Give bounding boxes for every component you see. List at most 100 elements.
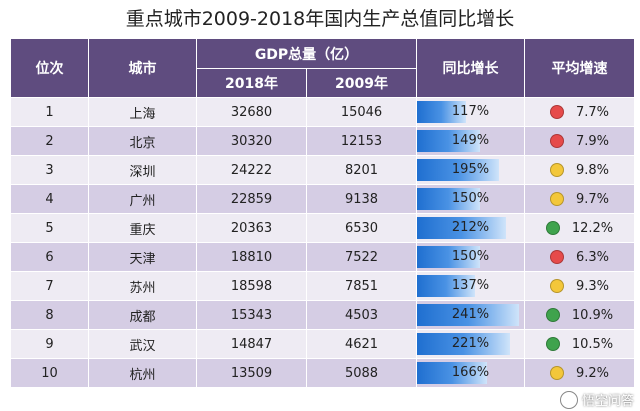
status-dot-icon	[549, 163, 564, 177]
growth-bar	[417, 188, 481, 210]
gdp-table: 位次 城市 GDP总量（亿） 同比增长 平均增速 2018年 2009年 1 上海…	[10, 38, 635, 388]
cell-growth: 221%	[416, 329, 525, 359]
growth-label: 150%	[451, 191, 490, 206]
header-rank: 位次	[10, 38, 89, 98]
growth-bar-track: 149%	[417, 130, 524, 152]
cell-growth: 241%	[416, 300, 525, 330]
cell-rank: 8	[10, 300, 89, 330]
growth-bar	[417, 217, 507, 239]
growth-bar	[417, 101, 467, 123]
growth-bar-track: 195%	[417, 159, 524, 181]
cell-avg: 10.9%	[524, 300, 635, 330]
table-row: 3 深圳 24222 8201 195% 9.8%	[10, 155, 635, 185]
cell-gdp-2009: 8201	[306, 155, 417, 185]
cell-rank: 9	[10, 329, 89, 359]
cell-rank: 3	[10, 155, 89, 185]
table-row: 4 广州 22859 9138 150% 9.7%	[10, 184, 635, 214]
cell-growth: 149%	[416, 126, 525, 156]
status-dot-icon	[549, 366, 564, 380]
table-row: 10 杭州 13509 5088 166% 9.2%	[10, 358, 635, 388]
growth-bar-track: 221%	[417, 333, 524, 355]
watermark-text: 悟空问答	[581, 394, 634, 409]
avg-value: 7.7%	[575, 104, 610, 120]
cell-city: 武汉	[88, 329, 197, 359]
growth-label: 137%	[451, 278, 490, 293]
growth-label: 150%	[451, 249, 490, 264]
avg-value: 9.8%	[575, 162, 610, 178]
growth-bar-track: 212%	[417, 217, 524, 239]
cell-city: 上海	[88, 97, 197, 127]
cell-avg: 12.2%	[524, 213, 635, 243]
header-growth: 同比增长	[416, 38, 525, 98]
growth-bar-track: 166%	[417, 362, 524, 384]
growth-label: 166%	[451, 365, 490, 380]
header-gdp-group: GDP总量（亿）	[196, 38, 417, 69]
table-row: 1 上海 32680 15046 117% 7.7%	[10, 97, 635, 127]
cell-gdp-2018: 18810	[196, 242, 307, 272]
header-2018: 2018年	[196, 68, 307, 98]
status-dot-icon	[549, 105, 564, 119]
cell-growth: 166%	[416, 358, 525, 388]
status-dot-icon	[545, 308, 560, 322]
cell-avg: 9.3%	[524, 271, 635, 301]
growth-label: 212%	[451, 220, 490, 235]
table-body: 1 上海 32680 15046 117% 7.7% 2 北京 30320 12153 149% 7.…	[10, 97, 635, 388]
status-dot-icon	[549, 250, 564, 264]
cell-rank: 6	[10, 242, 89, 272]
status-dot-icon	[549, 134, 564, 148]
growth-bar	[417, 246, 481, 268]
growth-bar	[417, 275, 475, 297]
cell-gdp-2018: 18598	[196, 271, 307, 301]
cell-avg: 9.2%	[524, 358, 635, 388]
growth-label: 195%	[451, 162, 490, 177]
growth-label: 149%	[451, 133, 490, 148]
cell-city: 重庆	[88, 213, 197, 243]
wukong-logo-icon	[559, 390, 578, 409]
cell-rank: 7	[10, 271, 89, 301]
cell-gdp-2018: 24222	[196, 155, 307, 185]
cell-city: 成都	[88, 300, 197, 330]
status-dot-icon	[545, 221, 560, 235]
growth-bar	[417, 130, 480, 152]
growth-bar-track: 241%	[417, 304, 524, 326]
cell-rank: 2	[10, 126, 89, 156]
status-dot-icon	[545, 337, 560, 351]
avg-value: 9.3%	[575, 278, 610, 294]
cell-growth: 195%	[416, 155, 525, 185]
cell-growth: 150%	[416, 242, 525, 272]
avg-value: 9.2%	[575, 365, 610, 381]
cell-gdp-2018: 14847	[196, 329, 307, 359]
avg-value: 6.3%	[575, 249, 610, 265]
avg-value: 7.9%	[575, 133, 610, 149]
growth-bar-track: 150%	[417, 188, 524, 210]
cell-gdp-2009: 9138	[306, 184, 417, 214]
cell-city: 广州	[88, 184, 197, 214]
table-row: 8 成都 15343 4503 241% 10.9%	[10, 300, 635, 330]
cell-growth: 117%	[416, 97, 525, 127]
growth-bar	[417, 333, 511, 355]
avg-value: 12.2%	[571, 220, 614, 236]
table-row: 6 天津 18810 7522 150% 6.3%	[10, 242, 635, 272]
watermark: 悟空问答	[559, 390, 634, 409]
growth-bar-track: 117%	[417, 101, 524, 123]
cell-rank: 1	[10, 97, 89, 127]
cell-growth: 150%	[416, 184, 525, 214]
cell-gdp-2009: 7851	[306, 271, 417, 301]
avg-value: 10.5%	[571, 336, 614, 352]
growth-bar-track: 137%	[417, 275, 524, 297]
table-row: 7 苏州 18598 7851 137% 9.3%	[10, 271, 635, 301]
avg-value: 9.7%	[575, 191, 610, 207]
cell-gdp-2009: 4621	[306, 329, 417, 359]
status-dot-icon	[549, 192, 564, 206]
cell-gdp-2009: 7522	[306, 242, 417, 272]
cell-gdp-2009: 5088	[306, 358, 417, 388]
cell-avg: 7.9%	[524, 126, 635, 156]
cell-avg: 6.3%	[524, 242, 635, 272]
cell-avg: 9.7%	[524, 184, 635, 214]
cell-rank: 4	[10, 184, 89, 214]
cell-growth: 137%	[416, 271, 525, 301]
cell-city: 天津	[88, 242, 197, 272]
page-title: 重点城市2009-2018年国内生产总值同比增长	[125, 8, 515, 30]
header-2009: 2009年	[306, 68, 417, 98]
cell-avg: 10.5%	[524, 329, 635, 359]
